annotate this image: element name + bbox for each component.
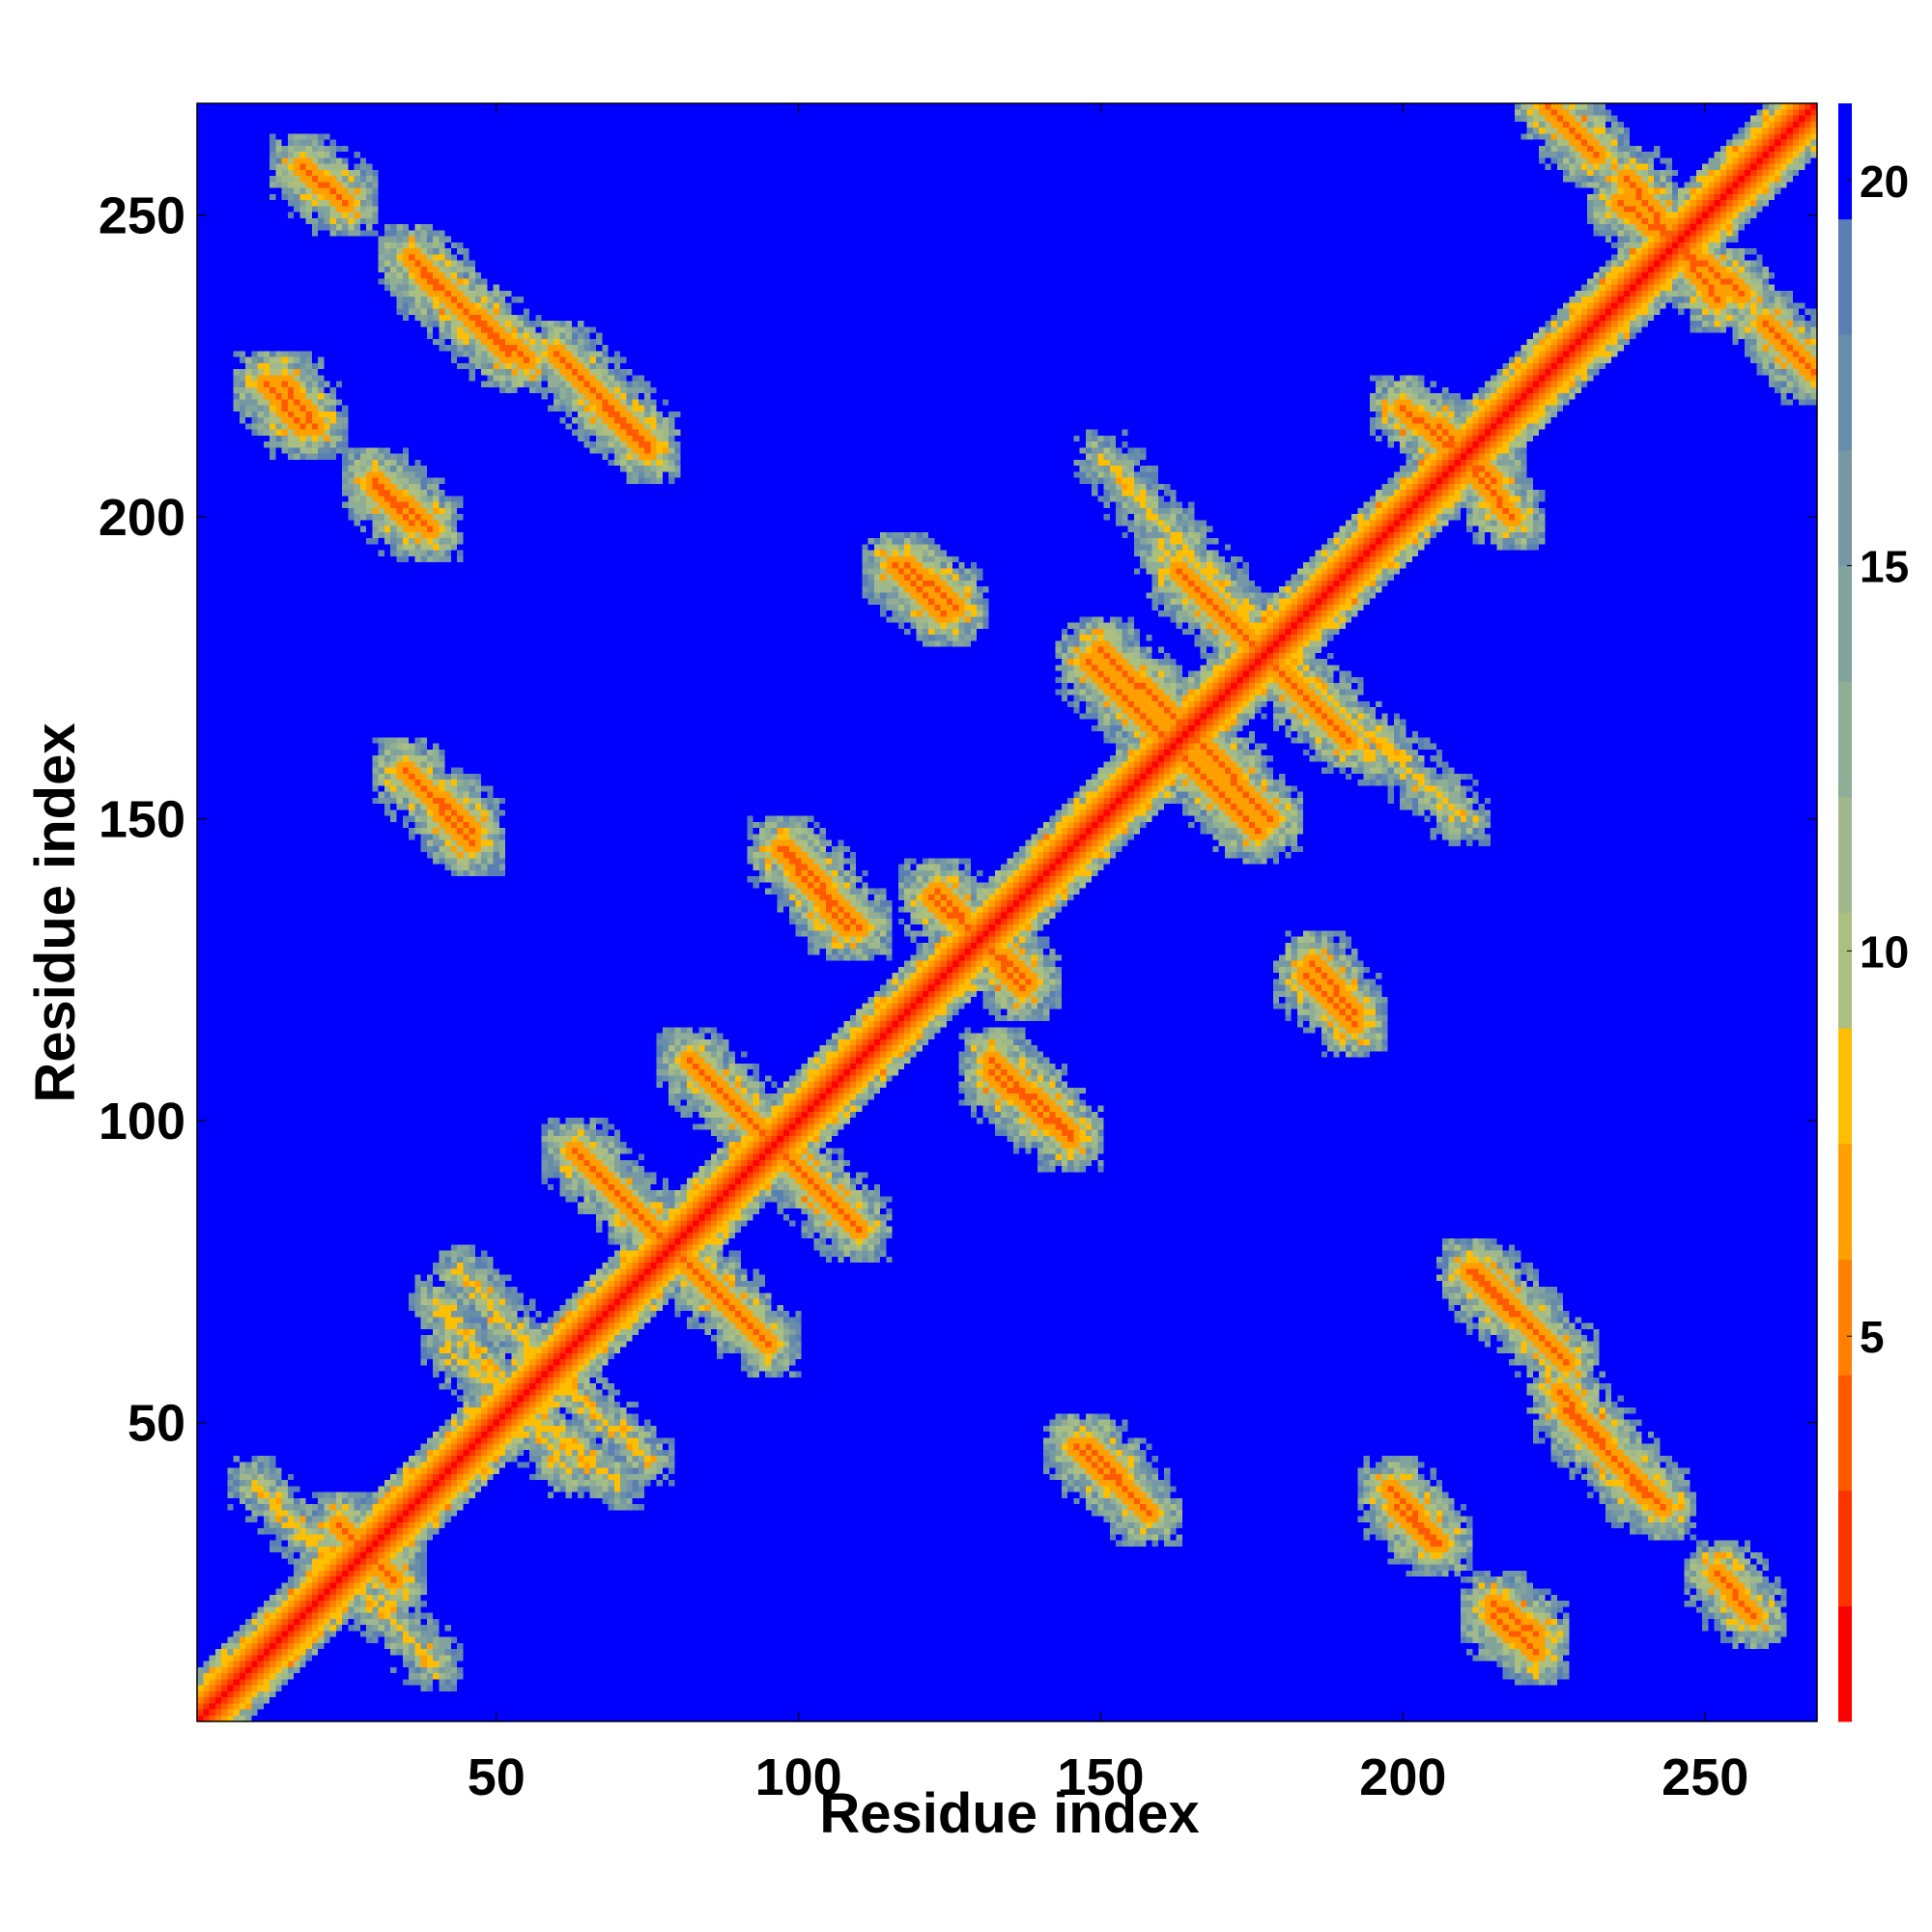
colorbar-band (1838, 912, 1852, 1029)
x-tick-label: 200 (1359, 1748, 1446, 1806)
x-tick-label: 250 (1662, 1748, 1748, 1806)
colorbar-band (1838, 565, 1852, 682)
y-tick-label: 50 (128, 1395, 185, 1453)
y-tick-label: 200 (99, 489, 185, 547)
x-tick-label: 100 (755, 1748, 842, 1806)
colorbar-band (1838, 796, 1852, 913)
heatmap-cells (197, 103, 1817, 1721)
colorbar-band (1838, 1605, 1852, 1722)
colorbar-band (1838, 334, 1852, 451)
colorbar-band (1838, 103, 1852, 220)
colorbar-tick-label: 5 (1860, 1312, 1885, 1362)
x-axis-title: Residue index (819, 1782, 1199, 1845)
y-axis: 50 100 150 200 250 (99, 187, 1817, 1453)
colorbar-band (1838, 1490, 1852, 1606)
colorbar-band (1838, 1259, 1852, 1376)
colorbar-band (1838, 1143, 1852, 1260)
colorbar-tick-label: 10 (1860, 926, 1909, 977)
colorbar-band (1838, 449, 1852, 567)
colorbar-tick-label: 20 (1860, 156, 1909, 207)
y-axis-title: Residue index (24, 723, 87, 1102)
colorbar-band (1838, 1375, 1852, 1492)
y-tick-label: 250 (99, 187, 185, 245)
colorbar-band (1838, 681, 1852, 798)
x-axis: 50 100 150 200 250 (468, 103, 1748, 1806)
plot-frame (196, 102, 1818, 1722)
colorbar-band (1838, 1028, 1852, 1145)
colorbar: 5 10 15 20 (1838, 103, 1909, 1722)
plot-area (197, 103, 1817, 1721)
colorbar-band (1838, 218, 1852, 335)
y-tick-label: 100 (99, 1093, 185, 1151)
x-tick-label: 150 (1057, 1748, 1144, 1806)
y-tick-label: 150 (99, 791, 185, 849)
colorbar-tick-label: 15 (1860, 542, 1909, 592)
x-tick-label: 50 (468, 1748, 526, 1806)
